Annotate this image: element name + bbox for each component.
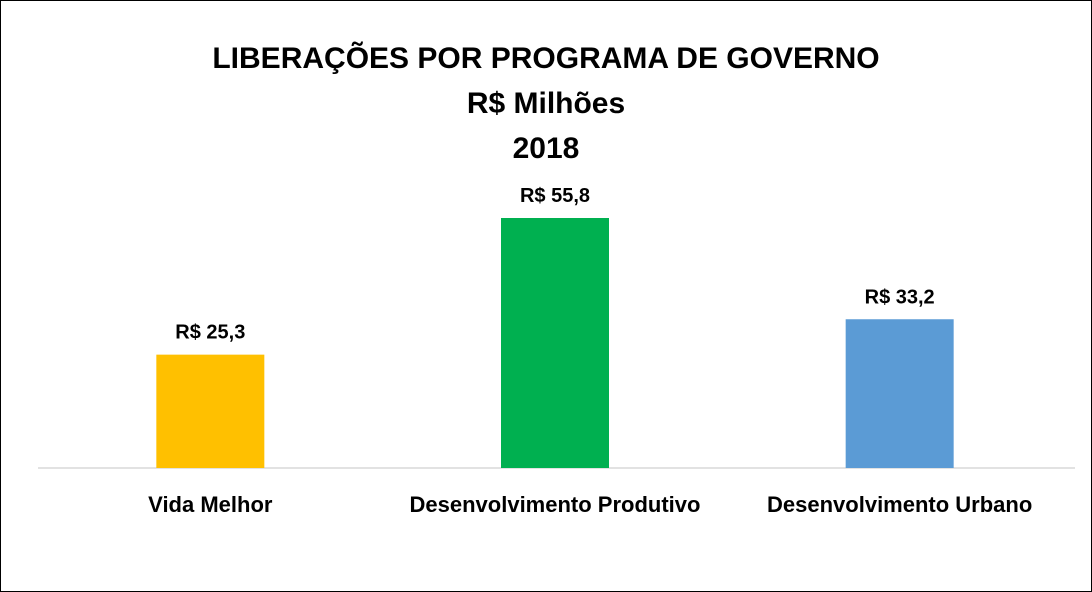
value-label: R$ 55,8 [520, 185, 590, 207]
x-tick-label: Desenvolvimento Urbano [767, 492, 1033, 517]
bar [501, 218, 609, 468]
bar [845, 319, 954, 468]
bar [156, 354, 265, 468]
x-tick-label: Vida Melhor [148, 492, 273, 517]
chart-title: LIBERAÇÕES POR PROGRAMA DE GOVERNO [212, 41, 879, 75]
x-tick-label: Desenvolvimento Produtivo [409, 492, 701, 517]
chart-subtitle: R$ Milhões [467, 87, 625, 120]
value-label: R$ 25,3 [175, 322, 245, 344]
chart-year: 2018 [513, 132, 580, 165]
value-label: R$ 33,2 [865, 286, 935, 308]
chart: LIBERAÇÕES POR PROGRAMA DE GOVERNO R$ Mi… [38, 41, 1075, 469]
